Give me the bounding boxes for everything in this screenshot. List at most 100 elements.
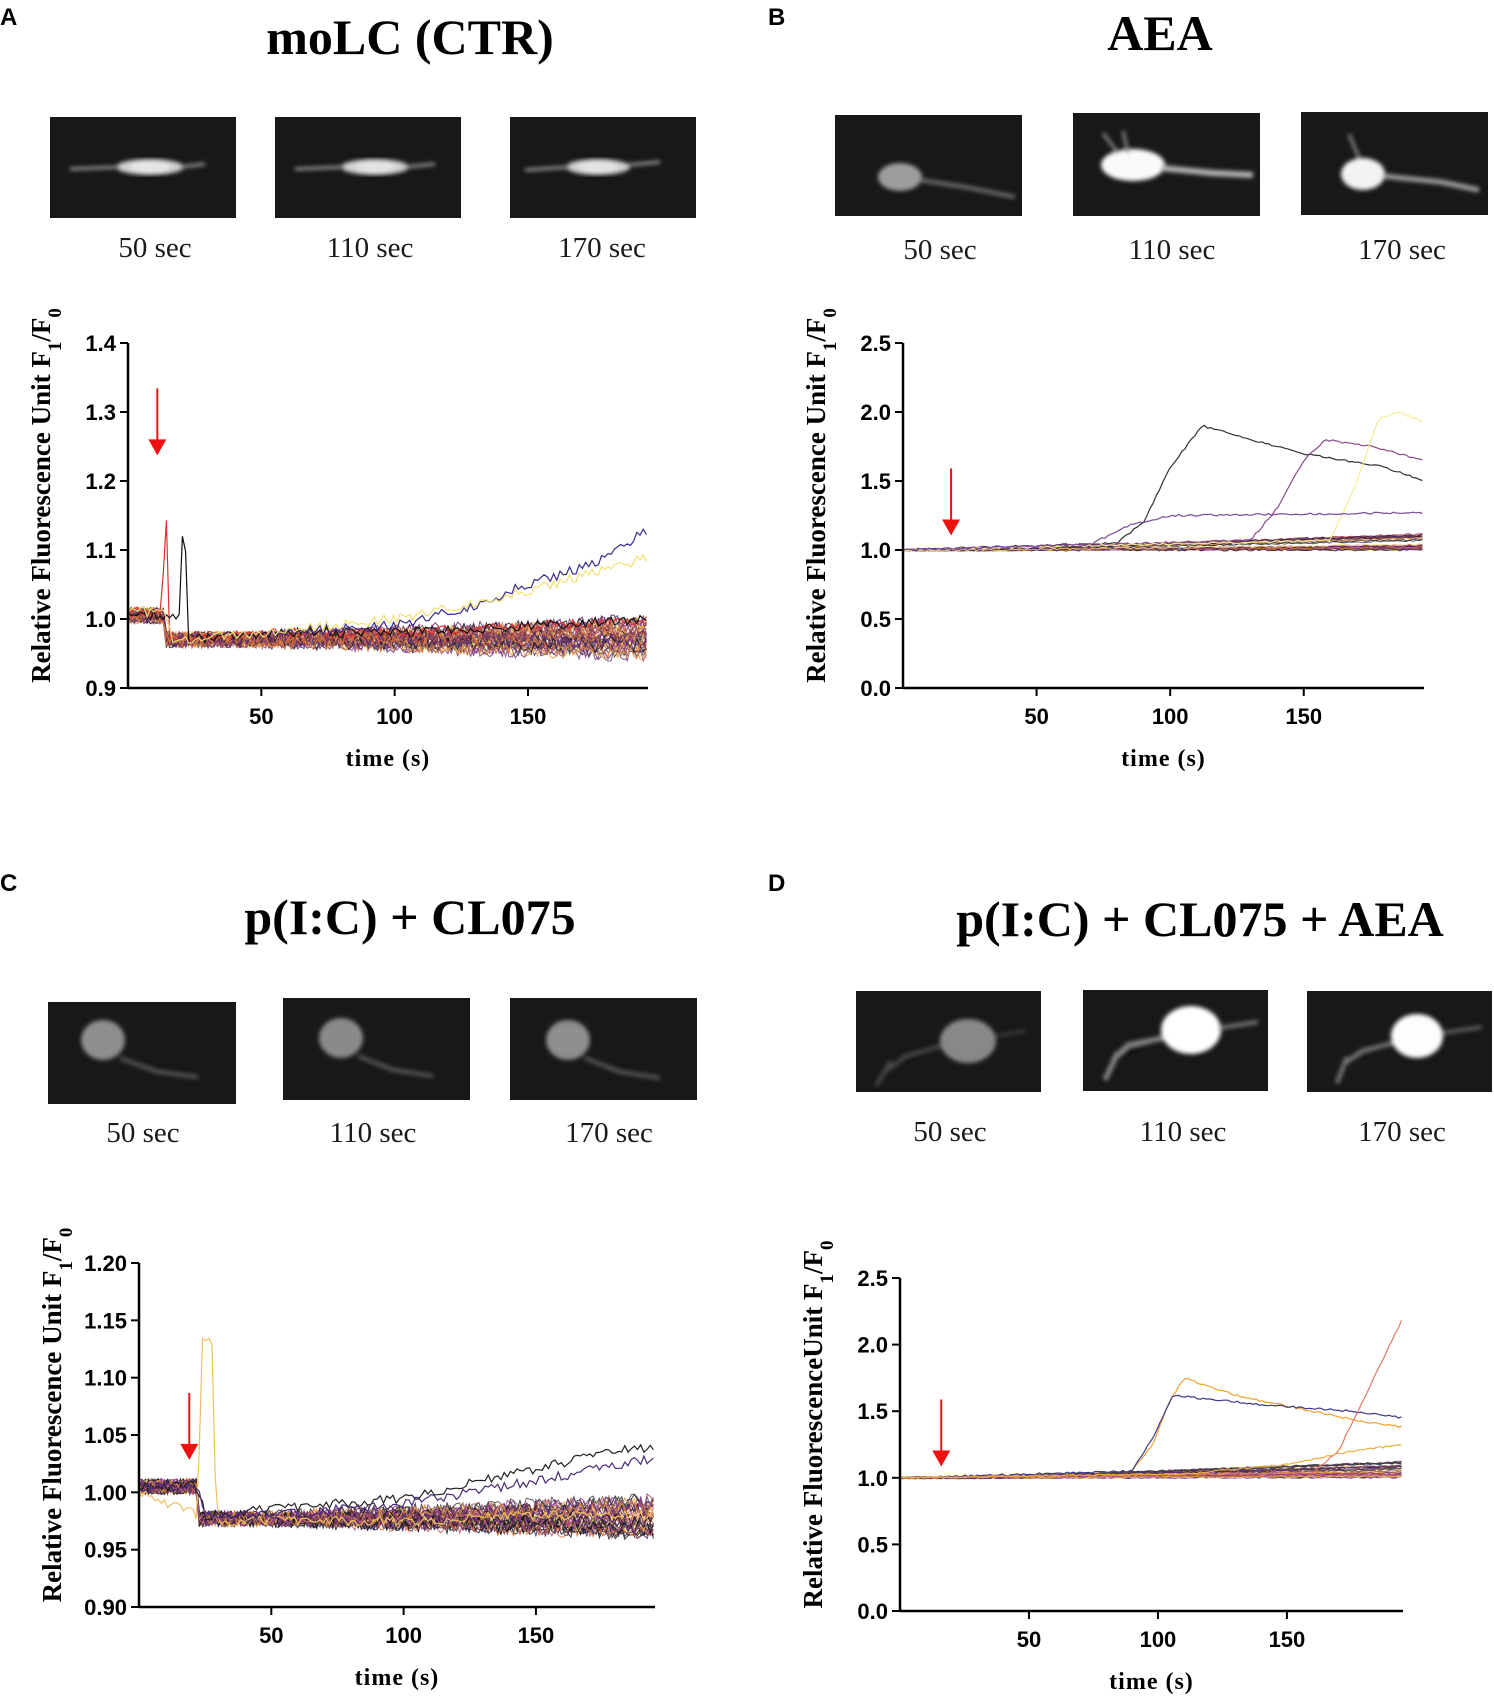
thumbnail-caption: 50 sec [913, 1116, 987, 1148]
stimulus-arrow [942, 468, 961, 536]
line-chart: 0.9 1.0 1.1 1.2 1.3 1.4 50 100 150 time (s) Relati… [26, 308, 648, 772]
arrow-head [180, 1443, 199, 1460]
highlighted-trace [138, 1443, 654, 1521]
panel-title: p(I:C) + CL075 [244, 889, 576, 945]
y-tick-label: 1.0 [857, 1466, 888, 1491]
line-chart: 0.0 0.5 1.0 1.5 2.0 2.5 50 100 150 time (s) Relati… [801, 308, 1424, 772]
thumbnail-caption: 50 sec [106, 1117, 180, 1149]
y-tick-label: 1.1 [85, 538, 116, 563]
y-axis-label: Relative Fluorescence Unit F1/F0 [37, 1228, 77, 1603]
traces [902, 532, 1423, 552]
arrow-head [148, 439, 167, 456]
stimulus-arrow [148, 388, 167, 456]
cell-image-3 [510, 998, 697, 1100]
line-chart: 0.0 0.5 1.0 1.5 2.0 2.5 50 100 150 time (s) Relati… [798, 1241, 1403, 1695]
y-tick-label: 2.5 [860, 331, 891, 356]
thumbnail-caption: 110 sec [326, 232, 414, 264]
thumbnail-caption: 170 sec [1358, 1116, 1446, 1148]
cell-image-1 [50, 117, 236, 218]
y-tick-label: 0.5 [857, 1532, 888, 1557]
y-tick-label: 1.0 [85, 607, 116, 632]
y-tick-label: 0.95 [84, 1538, 127, 1563]
y-tick-label: 2.0 [857, 1333, 888, 1358]
trace-line [902, 544, 1423, 552]
y-tick-label: 2.5 [857, 1266, 888, 1291]
cell-image-2 [283, 998, 470, 1100]
cell-image-2 [1073, 113, 1260, 216]
thumbnail-caption: 110 sec [1128, 234, 1216, 266]
trace-line [902, 542, 1423, 552]
x-tick-label: 50 [1024, 704, 1048, 729]
stimulus-arrow [180, 1392, 199, 1460]
y-tick-label: 1.00 [84, 1480, 127, 1505]
panel-letter: C [0, 870, 18, 897]
cell-image-2 [1083, 990, 1268, 1091]
x-tick-label: 50 [259, 1623, 283, 1648]
highlighted-trace [127, 536, 647, 646]
x-axis-label: time (s) [1121, 746, 1206, 772]
y-tick-label: 1.4 [85, 331, 116, 356]
trace-line [138, 1478, 654, 1528]
cell-image-1 [48, 1002, 236, 1104]
y-axis-label: Relative Fluorescence Unit F1/F0 [26, 308, 66, 683]
y-tick-label: 1.05 [84, 1423, 127, 1448]
trace-line [127, 606, 647, 661]
y-tick-label: 1.20 [84, 1251, 127, 1276]
thumbnail-caption: 110 sec [1139, 1116, 1227, 1148]
y-tick-label: 0.0 [860, 676, 891, 701]
y-tick-label: 0.9 [85, 676, 116, 701]
thumbnail-caption: 50 sec [118, 232, 192, 264]
cell-image-3 [510, 117, 696, 218]
trace-line [127, 607, 647, 650]
x-tick-label: 150 [518, 1623, 555, 1648]
highlighted-trace [899, 1443, 1402, 1480]
y-tick-label: 2.0 [860, 400, 891, 425]
x-tick-label: 150 [510, 704, 547, 729]
cell-image-3 [1307, 991, 1492, 1092]
x-tick-label: 50 [1017, 1627, 1041, 1652]
y-axis-label: Relative Fluorescence Unit F1/F0 [801, 308, 841, 683]
x-axis-label: time (s) [1109, 1669, 1194, 1695]
x-tick-label: 100 [385, 1623, 422, 1648]
cell-image-1 [835, 115, 1022, 216]
y-tick-label: 1.15 [84, 1308, 127, 1333]
thumbnail-caption: 170 sec [558, 232, 646, 264]
x-axis-label: time (s) [355, 1665, 440, 1691]
highlighted-trace [127, 520, 647, 644]
panel-letter: D [768, 870, 786, 897]
traces [127, 606, 647, 663]
thumbnail-caption: 170 sec [565, 1117, 653, 1149]
x-tick-label: 150 [1269, 1627, 1306, 1652]
y-tick-label: 0.90 [84, 1595, 127, 1620]
panel-title: moLC (CTR) [266, 9, 554, 65]
y-tick-label: 1.10 [84, 1366, 127, 1391]
panel-title: AEA [1107, 5, 1213, 61]
y-axis-label: Relative FluorescenceUnit F1/F0 [798, 1241, 838, 1609]
thumbnail-caption: 50 sec [903, 234, 977, 266]
cell-image-1 [856, 991, 1041, 1092]
panel-letter: B [768, 4, 786, 31]
thumbnail-caption: 110 sec [329, 1117, 417, 1149]
highlighted-trace [899, 1320, 1403, 1479]
highlighted-trace [899, 1377, 1402, 1479]
y-tick-label: 1.2 [85, 469, 116, 494]
highlighted-trace [899, 1394, 1402, 1479]
highlighted-trace [902, 424, 1423, 552]
x-tick-label: 100 [376, 704, 413, 729]
x-tick-label: 150 [1285, 704, 1322, 729]
y-tick-label: 1.5 [857, 1399, 888, 1424]
arrow-head [942, 519, 961, 536]
stimulus-arrow [932, 1399, 951, 1467]
thumbnail-caption: 170 sec [1358, 234, 1446, 266]
x-axis-label: time (s) [346, 746, 431, 772]
line-chart: 0.90 0.95 1.00 1.05 1.10 1.15 1.20 50 100 150 time… [37, 1228, 655, 1691]
cell-image-2 [275, 117, 461, 218]
highlighted-trace [127, 553, 647, 644]
y-tick-label: 0.5 [860, 607, 891, 632]
x-tick-label: 100 [1140, 1627, 1177, 1652]
highlighted-trace [138, 1337, 654, 1527]
y-tick-label: 1.3 [85, 400, 116, 425]
highlighted-trace [138, 1454, 654, 1521]
panel-letter: A [0, 4, 18, 31]
highlighted-trace [902, 511, 1423, 551]
